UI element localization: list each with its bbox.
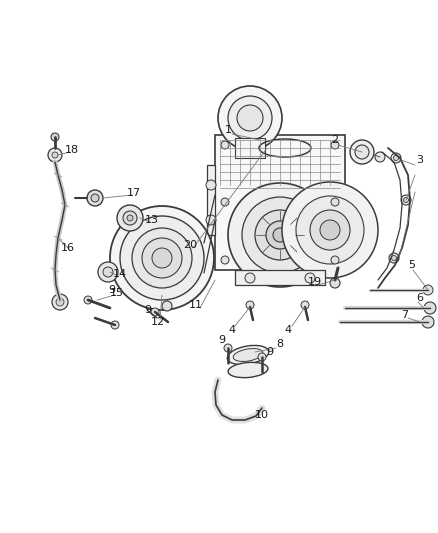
Circle shape xyxy=(255,210,305,260)
Text: 4: 4 xyxy=(229,325,236,335)
Circle shape xyxy=(403,198,409,203)
Circle shape xyxy=(56,298,64,306)
Text: 9: 9 xyxy=(219,335,226,345)
Circle shape xyxy=(331,141,339,149)
Circle shape xyxy=(422,316,434,328)
Text: 8: 8 xyxy=(276,339,283,349)
Circle shape xyxy=(301,301,309,309)
Circle shape xyxy=(224,344,232,352)
Text: 7: 7 xyxy=(402,310,409,320)
Circle shape xyxy=(52,294,68,310)
Circle shape xyxy=(152,248,172,268)
Ellipse shape xyxy=(227,345,269,365)
Text: 13: 13 xyxy=(145,215,159,225)
Circle shape xyxy=(246,301,254,309)
Circle shape xyxy=(296,196,364,264)
Ellipse shape xyxy=(228,362,268,378)
Circle shape xyxy=(228,96,272,140)
Circle shape xyxy=(127,215,133,221)
Circle shape xyxy=(423,285,433,295)
Text: 5: 5 xyxy=(409,260,416,270)
Circle shape xyxy=(228,183,332,287)
Circle shape xyxy=(206,180,216,190)
Circle shape xyxy=(305,273,315,283)
Circle shape xyxy=(51,133,59,141)
Circle shape xyxy=(401,195,411,205)
Circle shape xyxy=(87,190,103,206)
Text: 15: 15 xyxy=(110,288,124,298)
Circle shape xyxy=(123,211,137,225)
Text: 16: 16 xyxy=(61,243,75,253)
Circle shape xyxy=(221,198,229,206)
Text: 3: 3 xyxy=(417,155,424,165)
Text: 9: 9 xyxy=(266,347,274,357)
Circle shape xyxy=(424,302,436,314)
Circle shape xyxy=(331,256,339,264)
Circle shape xyxy=(221,256,229,264)
Circle shape xyxy=(242,197,318,273)
Circle shape xyxy=(221,141,229,149)
Text: 19: 19 xyxy=(308,277,322,287)
Circle shape xyxy=(117,205,143,231)
Text: 9: 9 xyxy=(145,305,152,315)
Text: 11: 11 xyxy=(189,300,203,310)
Circle shape xyxy=(162,301,172,311)
Circle shape xyxy=(266,221,294,249)
Circle shape xyxy=(393,156,399,160)
Circle shape xyxy=(391,153,401,163)
Ellipse shape xyxy=(233,349,263,361)
Text: 6: 6 xyxy=(417,293,424,303)
Text: 4: 4 xyxy=(284,325,292,335)
Circle shape xyxy=(237,105,263,131)
Circle shape xyxy=(206,215,216,225)
Circle shape xyxy=(392,255,396,261)
Bar xyxy=(235,270,325,285)
Circle shape xyxy=(330,278,340,288)
Circle shape xyxy=(110,206,214,310)
Circle shape xyxy=(389,253,399,263)
Circle shape xyxy=(258,353,266,361)
Circle shape xyxy=(91,194,99,202)
Text: 2: 2 xyxy=(332,135,339,145)
Circle shape xyxy=(151,308,159,316)
Circle shape xyxy=(245,273,255,283)
Circle shape xyxy=(375,152,385,162)
Text: 20: 20 xyxy=(183,240,197,250)
Text: 1: 1 xyxy=(225,125,232,135)
Circle shape xyxy=(52,152,58,158)
Circle shape xyxy=(142,238,182,278)
Circle shape xyxy=(111,321,119,329)
Circle shape xyxy=(218,86,282,150)
Circle shape xyxy=(282,182,378,278)
Circle shape xyxy=(355,145,369,159)
Text: 14: 14 xyxy=(113,269,127,279)
Circle shape xyxy=(331,198,339,206)
Circle shape xyxy=(310,210,350,250)
Text: 18: 18 xyxy=(65,145,79,155)
Circle shape xyxy=(273,228,287,242)
Circle shape xyxy=(98,262,118,282)
Bar xyxy=(207,165,215,235)
Text: 9: 9 xyxy=(109,285,116,295)
Bar xyxy=(215,135,345,270)
Bar xyxy=(235,138,265,158)
Circle shape xyxy=(320,220,340,240)
Circle shape xyxy=(132,228,192,288)
Text: 12: 12 xyxy=(151,317,165,327)
Circle shape xyxy=(350,140,374,164)
Text: 17: 17 xyxy=(127,188,141,198)
Text: 10: 10 xyxy=(255,410,269,420)
Circle shape xyxy=(103,267,113,277)
Circle shape xyxy=(48,148,62,162)
Circle shape xyxy=(120,216,204,300)
Circle shape xyxy=(84,296,92,304)
